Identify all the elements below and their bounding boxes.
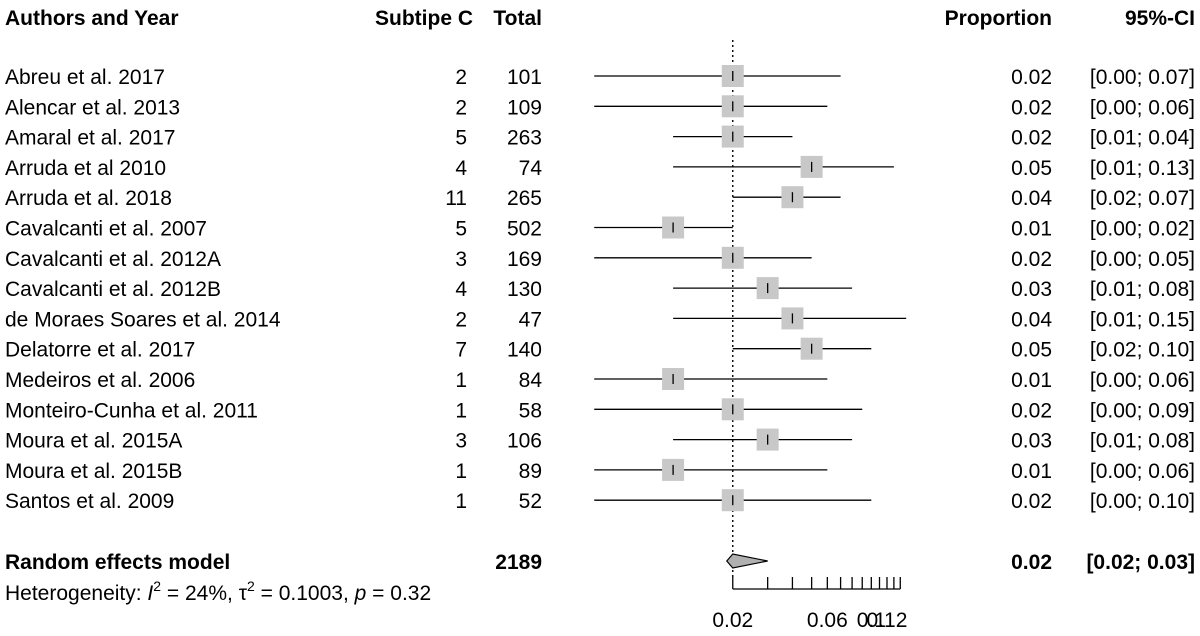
study-total: 74	[519, 157, 543, 180]
study-events: 3	[455, 430, 467, 453]
study-ci: [0.01; 0.13]	[1090, 157, 1195, 180]
study-label: Santos et al. 2009	[5, 490, 174, 513]
study-ci: [0.00; 0.07]	[1090, 66, 1195, 89]
study-total: 58	[519, 399, 542, 422]
study-events: 4	[455, 278, 467, 301]
study-proportion: 0.02	[1011, 490, 1052, 513]
study-label: Arruda et al. 2018	[5, 187, 172, 210]
x-tick-label: 0.02	[712, 609, 753, 632]
study-total: 52	[519, 490, 542, 513]
study-events: 5	[455, 127, 467, 150]
study-ci: [0.01; 0.15]	[1090, 308, 1195, 331]
study-total: 47	[519, 308, 542, 331]
study-total: 89	[519, 460, 542, 483]
study-ci: [0.00; 0.06]	[1090, 96, 1195, 119]
study-label: Cavalcanti et al. 2012A	[5, 248, 221, 271]
study-total: 140	[507, 339, 542, 362]
study-events: 11	[445, 187, 467, 210]
header-total: Total	[493, 7, 542, 30]
study-events: 1	[455, 399, 467, 422]
study-proportion: 0.02	[1011, 66, 1052, 89]
study-ci: [0.00; 0.02]	[1090, 218, 1195, 241]
study-ci: [0.00; 0.09]	[1090, 399, 1195, 422]
study-proportion: 0.03	[1011, 430, 1052, 453]
study-ci: [0.00; 0.06]	[1090, 369, 1195, 392]
study-proportion: 0.05	[1011, 157, 1052, 180]
study-ci: [0.01; 0.08]	[1090, 278, 1195, 301]
study-label: Cavalcanti et al. 2012B	[5, 278, 221, 301]
study-label: de Moraes Soares et al. 2014	[5, 308, 281, 331]
study-label: Alencar et al. 2013	[5, 96, 180, 119]
study-proportion: 0.02	[1011, 248, 1052, 271]
header-study: Authors and Year	[5, 7, 179, 30]
study-events: 2	[455, 66, 467, 89]
study-proportion: 0.05	[1011, 339, 1052, 362]
study-proportion: 0.01	[1011, 218, 1052, 241]
study-label: Moura et al. 2015B	[5, 460, 182, 483]
study-label: Arruda et al 2010	[5, 157, 166, 180]
study-events: 2	[455, 308, 467, 331]
study-label: Amaral et al. 2017	[5, 127, 175, 150]
study-ci: [0.00; 0.05]	[1090, 248, 1195, 271]
x-tick-label: 0.06	[807, 609, 848, 632]
study-label: Cavalcanti et al. 2007	[5, 218, 207, 241]
x-tick-label: 0.12	[867, 609, 908, 632]
study-label: Monteiro-Cunha et al. 2011	[5, 399, 258, 422]
study-total: 169	[507, 248, 542, 271]
study-proportion: 0.02	[1011, 127, 1052, 150]
study-label: Medeiros et al. 2006	[5, 369, 195, 392]
study-total: 130	[507, 278, 542, 301]
study-total: 84	[519, 369, 543, 392]
study-total: 502	[507, 218, 542, 241]
summary-label: Random effects model	[5, 551, 230, 574]
study-label: Moura et al. 2015A	[5, 430, 182, 453]
study-proportion: 0.04	[1011, 187, 1052, 210]
header-events: Subtipe C	[375, 7, 473, 30]
study-ci: [0.02; 0.07]	[1090, 187, 1195, 210]
study-label: Abreu et al. 2017	[5, 66, 165, 89]
study-proportion: 0.01	[1011, 460, 1052, 483]
study-total: 265	[507, 187, 542, 210]
study-label: Delatorre et al. 2017	[5, 339, 195, 362]
study-events: 1	[455, 490, 467, 513]
study-total: 101	[507, 66, 542, 89]
study-events: 1	[455, 460, 467, 483]
study-rows: Abreu et al. 2017 2 101 0.02 [0.00; 0.07] Ale…	[5, 66, 1195, 513]
x-tick-label: 0.1	[857, 609, 886, 632]
study-events: 1	[455, 369, 467, 392]
heterogeneity-text: Heterogeneity: I2 = 24%, τ2 = 0.1003, p …	[5, 578, 431, 605]
study-ci: [0.00; 0.10]	[1090, 490, 1195, 513]
study-events: 3	[455, 248, 467, 271]
study-proportion: 0.01	[1011, 369, 1052, 392]
study-proportion: 0.04	[1011, 308, 1052, 331]
study-ci: [0.01; 0.08]	[1090, 430, 1195, 453]
summary-diamond	[725, 553, 768, 569]
study-events: 4	[455, 157, 467, 180]
study-total: 106	[507, 430, 542, 453]
summary-total: 2189	[495, 551, 542, 574]
study-events: 2	[455, 96, 467, 119]
study-events: 7	[455, 339, 467, 362]
header-proportion: Proportion	[945, 7, 1052, 30]
study-ci: [0.02; 0.10]	[1090, 339, 1195, 362]
study-total: 263	[507, 127, 542, 150]
study-ci: [0.00; 0.06]	[1090, 460, 1195, 483]
study-events: 5	[455, 218, 467, 241]
study-proportion: 0.02	[1011, 96, 1052, 119]
study-ci: [0.01; 0.04]	[1090, 127, 1195, 150]
summary-proportion: 0.02	[1011, 551, 1052, 574]
study-proportion: 0.02	[1011, 399, 1052, 422]
study-proportion: 0.03	[1011, 278, 1052, 301]
summary-ci: [0.02; 0.03]	[1086, 551, 1195, 574]
plot-area: 0.02 0.06 0.10.12	[594, 40, 907, 632]
study-total: 109	[507, 96, 542, 119]
header-ci: 95%-CI	[1125, 7, 1195, 30]
